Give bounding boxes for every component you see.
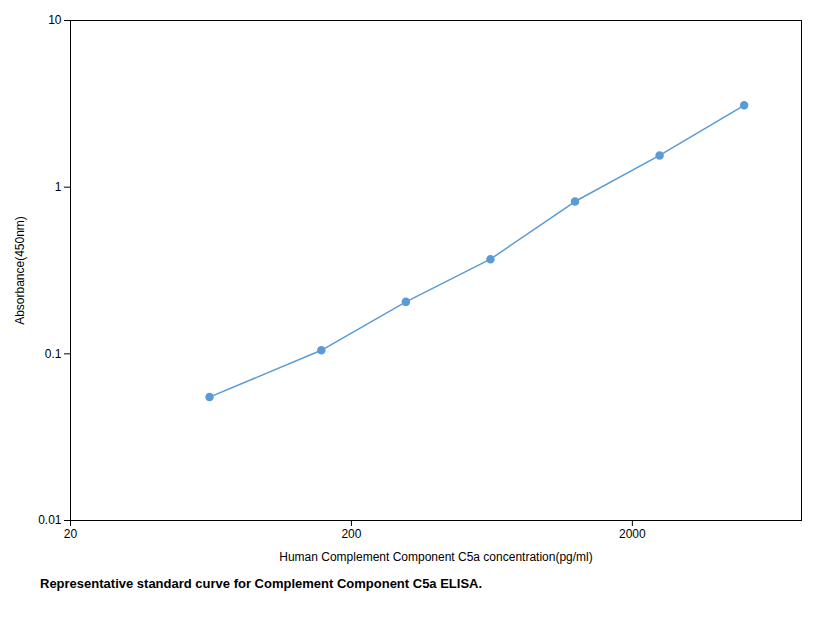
svg-text:200: 200 [341,527,361,541]
svg-text:Human Complement Component C5a: Human Complement Component C5a concentra… [279,550,592,564]
svg-text:1: 1 [55,180,62,194]
svg-text:0.01: 0.01 [38,513,62,527]
svg-text:2000: 2000 [619,527,646,541]
html-text:Representative standard curve: Representative standard curve for Comple… [40,576,483,591]
svg-text:20: 20 [64,527,78,541]
svg-text:10: 10 [48,13,62,27]
svg-text:0.1: 0.1 [45,347,62,361]
svg-text:Absorbance(450nm): Absorbance(450nm) [13,216,27,325]
